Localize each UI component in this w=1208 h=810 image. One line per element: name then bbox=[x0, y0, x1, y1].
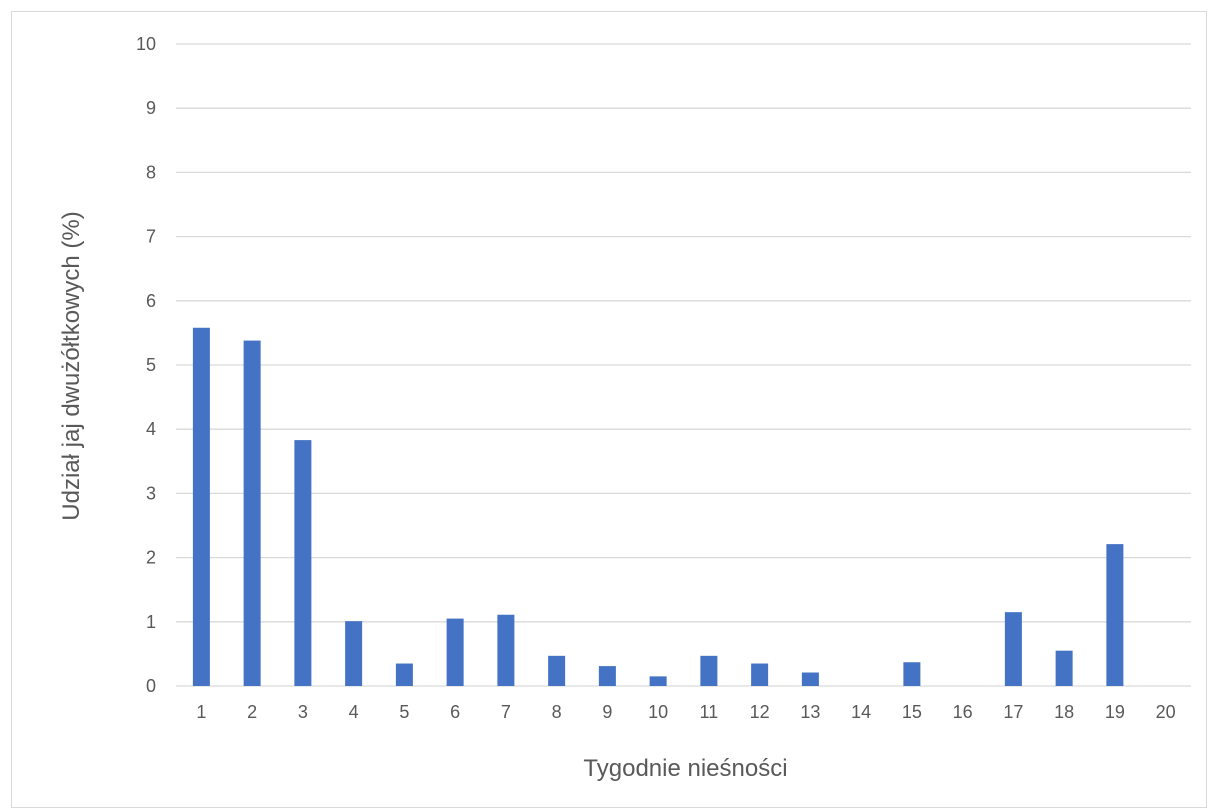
x-tick-label: 5 bbox=[399, 702, 409, 722]
y-tick-label: 5 bbox=[146, 355, 156, 375]
x-tick-labels: 1 2 3 4 5 6 7 8 9 10 11 12 13 14 15 16 17 18 19 20 bbox=[196, 702, 1175, 722]
bar-week-2 bbox=[243, 340, 261, 686]
bar-week-13 bbox=[801, 672, 819, 686]
x-tick-label: 2 bbox=[247, 702, 257, 722]
x-tick-label: 1 bbox=[196, 702, 206, 722]
bar-week-18 bbox=[1055, 650, 1073, 686]
bar-week-6 bbox=[446, 618, 464, 686]
y-tick-label: 4 bbox=[146, 419, 156, 439]
x-tick-label: 12 bbox=[750, 702, 770, 722]
y-tick-label: 10 bbox=[136, 34, 156, 54]
x-tick-label: 6 bbox=[450, 702, 460, 722]
bar-week-8 bbox=[548, 655, 566, 686]
x-tick-label: 3 bbox=[298, 702, 308, 722]
x-tick-label: 20 bbox=[1156, 702, 1176, 722]
y-axis-title: Udział jaj dwużółtkowych (%) bbox=[58, 211, 85, 520]
x-tick-label: 8 bbox=[552, 702, 562, 722]
x-tick-label: 15 bbox=[902, 702, 922, 722]
x-tick-label: 16 bbox=[953, 702, 973, 722]
bar-week-7 bbox=[497, 614, 515, 686]
x-tick-label: 18 bbox=[1054, 702, 1074, 722]
bar-week-19 bbox=[1106, 544, 1124, 686]
y-tick-label: 3 bbox=[146, 483, 156, 503]
y-tick-label: 6 bbox=[146, 291, 156, 311]
bar-week-11 bbox=[700, 655, 718, 686]
bar-week-12 bbox=[751, 663, 769, 686]
y-tick-label: 0 bbox=[146, 676, 156, 696]
y-tick-label: 9 bbox=[146, 98, 156, 118]
y-tick-label: 2 bbox=[146, 548, 156, 568]
y-tick-label: 1 bbox=[146, 612, 156, 632]
x-tick-label: 14 bbox=[851, 702, 871, 722]
gridlines bbox=[176, 43, 1191, 687]
bar-week-10 bbox=[649, 676, 667, 686]
x-tick-label: 11 bbox=[700, 702, 719, 722]
x-tick-label: 19 bbox=[1105, 702, 1125, 722]
bar-week-5 bbox=[395, 663, 413, 686]
bar-week-1 bbox=[192, 327, 210, 686]
x-tick-label: 9 bbox=[602, 702, 612, 722]
bar-week-3 bbox=[294, 440, 312, 686]
bar-week-4 bbox=[345, 621, 363, 686]
bar-week-15 bbox=[903, 662, 921, 686]
bar-week-17 bbox=[1004, 612, 1022, 686]
x-tick-label: 13 bbox=[800, 702, 820, 722]
y-tick-label: 8 bbox=[146, 162, 156, 182]
x-tick-label: 7 bbox=[501, 702, 511, 722]
bars bbox=[192, 327, 1124, 686]
x-axis-title: Tygodnie nieśności bbox=[583, 755, 787, 782]
y-tick-label: 7 bbox=[146, 227, 156, 247]
bar-week-9 bbox=[598, 666, 616, 686]
x-tick-label: 4 bbox=[349, 702, 359, 722]
x-tick-label: 10 bbox=[648, 702, 668, 722]
x-tick-label: 17 bbox=[1003, 702, 1023, 722]
y-tick-labels: 0 1 2 3 4 5 6 7 8 9 10 bbox=[136, 34, 156, 696]
